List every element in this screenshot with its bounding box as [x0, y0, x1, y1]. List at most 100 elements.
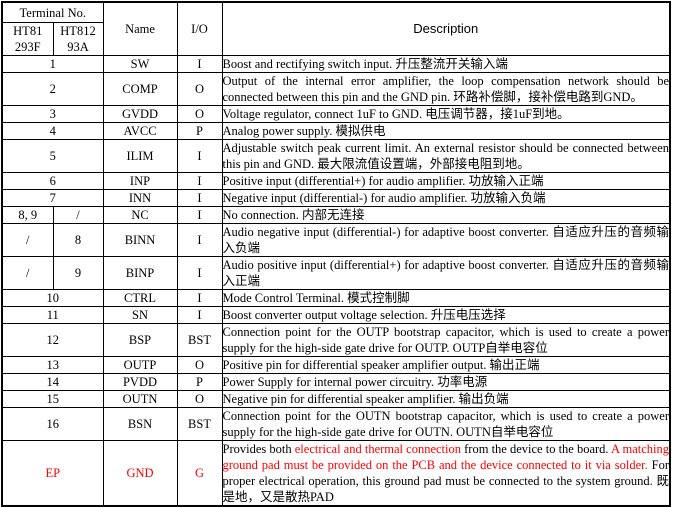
- name-cell: SW: [102, 55, 178, 73]
- description-cell: Connection point for the OUTN bootstrap …: [221, 407, 671, 441]
- name-cell: INP: [102, 172, 178, 190]
- name-cell: NC: [102, 206, 178, 224]
- terminal-cell-ht81293a: 9: [52, 256, 104, 290]
- table-row: 15 OUTN O Negative pin for differential spe…: [1, 390, 671, 408]
- table-row: /9 BINP I Audio positive input (differentia…: [1, 256, 671, 290]
- terminal-cell: 15: [1, 390, 104, 408]
- name-cell: BSN: [102, 407, 178, 441]
- io-cell: G: [176, 440, 223, 507]
- io-cell: BST: [176, 407, 223, 441]
- table-row: 2 COMP O Output of the internal error ampli…: [1, 72, 671, 106]
- name-cell: COMP: [102, 72, 178, 106]
- terminal-cell-ht81293a: /: [52, 206, 104, 224]
- io-cell: I: [176, 206, 223, 224]
- name-cell: SN: [102, 306, 178, 324]
- table-row: /8 BINN I Audio negative input (differentia…: [1, 223, 671, 257]
- header-io: I/O: [176, 1, 223, 56]
- description-cell: Mode Control Terminal. 模式控制脚: [221, 289, 671, 307]
- name-cell: OUTN: [102, 390, 178, 408]
- terminal-cell: 13: [1, 356, 104, 374]
- terminal-cell: 10: [1, 289, 104, 307]
- terminal-cell-ht81293f: /: [1, 223, 54, 257]
- name-cell: BSP: [102, 323, 178, 357]
- io-cell: I: [176, 189, 223, 207]
- name-cell: GND: [102, 440, 178, 507]
- description-cell: Analog power supply. 模拟供电: [221, 122, 671, 140]
- terminal-cell: 7: [1, 189, 104, 207]
- description-segment: Provides both: [222, 442, 295, 456]
- header-row-2: HT81 293F HT812 93A: [1, 22, 670, 56]
- description-cell: Power Supply for internal power circuitr…: [221, 373, 671, 391]
- terminal-cell: 2: [1, 72, 104, 106]
- pin-table-body: 1 SW I Boost and rectifying switch input. 升…: [1, 55, 671, 507]
- name-cell: PVDD: [102, 373, 178, 391]
- io-cell: O: [176, 390, 223, 408]
- table-row: 10 CTRL I Mode Control Terminal. 模式控制脚: [1, 289, 671, 307]
- description-cell: Positive input (differential+) for audio…: [221, 172, 671, 190]
- header-terminal-no: Terminal No.: [1, 1, 104, 23]
- io-cell: O: [176, 72, 223, 106]
- table-row: 6 INP I Positive input (differential+) for …: [1, 172, 671, 190]
- description-cell: No connection. 内部无连接: [221, 206, 671, 224]
- terminal-cell-ht81293a: 8: [52, 223, 104, 257]
- terminal-cell: 6: [1, 172, 104, 190]
- header-row-1: Terminal No. Name I/O Description: [1, 1, 671, 56]
- name-cell: AVCC: [102, 122, 178, 140]
- description-cell: Output of the internal error amplifier, …: [221, 72, 671, 106]
- terminal-cell: 14: [1, 373, 104, 391]
- table-row: 4 AVCC P Analog power supply. 模拟供电: [1, 122, 671, 140]
- header-name: Name: [102, 1, 178, 56]
- header-part-ht81293a: HT812 93A: [52, 22, 104, 56]
- header-part-ht81293f: HT81 293F: [1, 22, 54, 56]
- table-row: 3 GVDD O Voltage regulator, connect 1uF to …: [1, 105, 671, 123]
- table-row: 8, 9/NC I No connection. 内部无连接: [1, 206, 671, 224]
- terminal-cell-ht81293f: /: [1, 256, 54, 290]
- terminal-cell: 5: [1, 139, 104, 173]
- table-row: EP GND G Provides both electrical and therm…: [1, 440, 671, 507]
- description-cell: Negative input (differential-) for audio…: [221, 189, 671, 207]
- table-header: Terminal No. Name I/O Description HT81 2…: [1, 1, 671, 56]
- io-cell: I: [176, 55, 223, 73]
- name-cell: BINN: [102, 223, 178, 257]
- name-cell: OUTP: [102, 356, 178, 374]
- description-cell: Adjustable switch peak current limit. An…: [221, 139, 671, 173]
- io-cell: I: [176, 256, 223, 290]
- description-cell: Audio negative input (differential-) for…: [221, 223, 671, 257]
- description-segment: electrical and thermal connection: [294, 442, 465, 456]
- terminal-cell: EP: [1, 440, 104, 507]
- description-cell: Provides both electrical and thermal con…: [221, 440, 671, 507]
- terminal-cell: 16: [1, 407, 104, 441]
- table-row: 16 BSN BST Connection point for the OUTN bo…: [1, 407, 671, 441]
- table-row: 11 SN I Boost converter output voltage sele…: [1, 306, 671, 324]
- description-cell: Boost converter output voltage selection…: [221, 306, 671, 324]
- terminal-cell: 1: [1, 55, 104, 73]
- table-row: 5 ILIM I Adjustable switch peak current lim…: [1, 139, 671, 173]
- description-cell: Voltage regulator, connect 1uF to GND. 电…: [221, 105, 671, 123]
- description-cell: Negative pin for differential speaker am…: [221, 390, 671, 408]
- table-row: 1 SW I Boost and rectifying switch input. 升…: [1, 55, 671, 73]
- description-cell: Positive pin for differential speaker am…: [221, 356, 671, 374]
- description-segment: A matching ground pad must be provided o…: [222, 442, 669, 472]
- terminal-cell: 12: [1, 323, 104, 357]
- description-cell: Boost and rectifying switch input. 升压整流开…: [221, 55, 671, 73]
- table-row: 13 OUTP O Positive pin for differential spe…: [1, 356, 671, 374]
- table-row: 14 PVDD P Power Supply for internal power c…: [1, 373, 671, 391]
- terminal-cell: 11: [1, 306, 104, 324]
- io-cell: P: [176, 122, 223, 140]
- io-cell: I: [176, 306, 223, 324]
- terminal-cell: 4: [1, 122, 104, 140]
- name-cell: ILIM: [102, 139, 178, 173]
- io-cell: P: [176, 373, 223, 391]
- table-row: 12 BSP BST Connection point for the OUTP bo…: [1, 323, 671, 357]
- name-cell: BINP: [102, 256, 178, 290]
- name-cell: GVDD: [102, 105, 178, 123]
- io-cell: I: [176, 223, 223, 257]
- description-segment: from the device to the board.: [464, 442, 612, 456]
- name-cell: INN: [102, 189, 178, 207]
- io-cell: I: [176, 139, 223, 173]
- io-cell: I: [176, 289, 223, 307]
- terminal-cell: 3: [1, 105, 104, 123]
- io-cell: O: [176, 105, 223, 123]
- name-cell: CTRL: [102, 289, 178, 307]
